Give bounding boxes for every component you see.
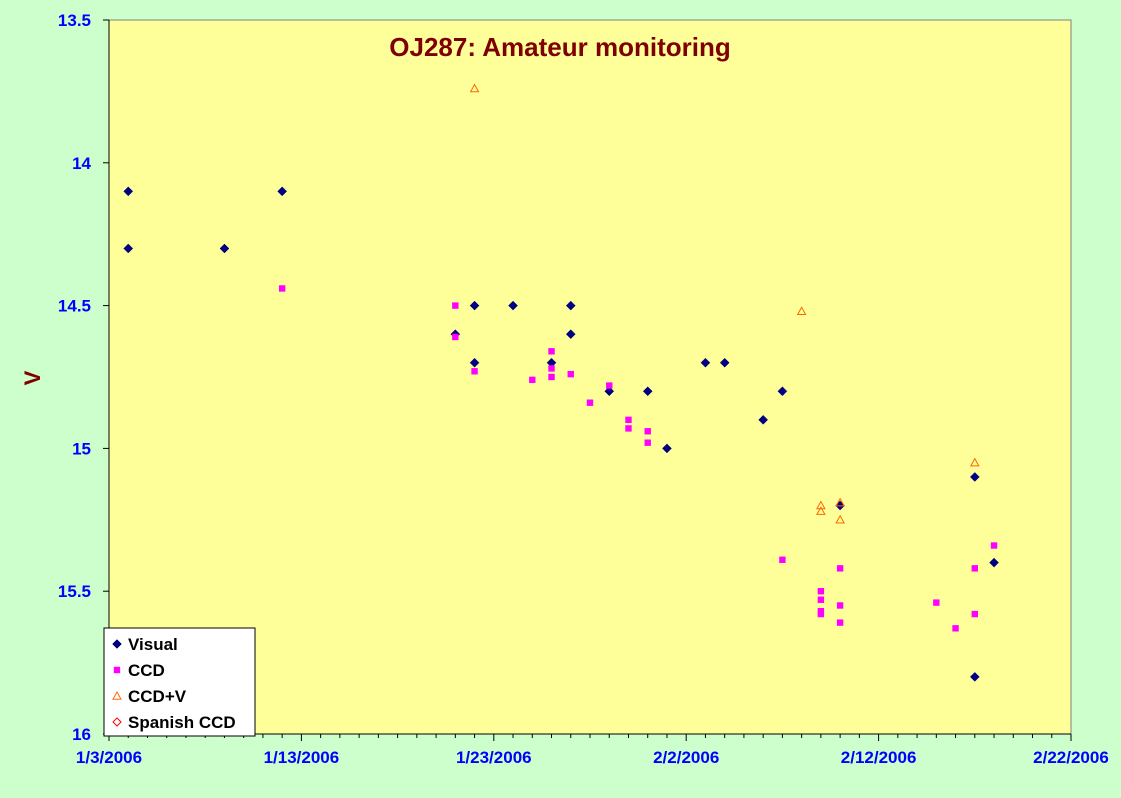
data-point	[469, 357, 480, 368]
data-point	[816, 506, 826, 515]
y-tick-label: 16	[72, 725, 91, 744]
data-point	[835, 514, 845, 524]
y-tick-label: 15	[72, 439, 91, 458]
data-point	[817, 588, 825, 595]
legend-label-ccd: CCD	[128, 661, 165, 680]
data-point	[662, 443, 672, 454]
data-point	[123, 243, 134, 254]
data-point	[758, 414, 769, 425]
legend-marker-visual	[112, 639, 122, 649]
y-axis: 13.5 14 14.5 15 15.5 16	[58, 11, 110, 744]
data-point	[625, 425, 632, 432]
data-point	[835, 497, 845, 507]
data-point	[969, 472, 980, 482]
data-point	[836, 602, 844, 609]
x-tick-label: 2/22/2006	[1033, 748, 1109, 767]
legend-marker-spanish-ccd	[112, 717, 122, 727]
x-axis: 1/3/2006 1/13/2006 1/23/2006 2/2/2006 2/12/2…	[76, 733, 1109, 767]
data-point	[971, 565, 978, 572]
data-point	[817, 596, 825, 603]
data-point	[606, 382, 613, 389]
y-tick-label: 14	[72, 154, 91, 173]
data-point	[586, 399, 594, 406]
data-marks	[123, 83, 999, 682]
data-point	[644, 439, 651, 446]
legend-box	[103, 627, 256, 737]
x-tick-label: 1/13/2006	[264, 748, 340, 767]
data-point	[529, 376, 536, 384]
data-point	[836, 619, 844, 626]
data-point	[471, 368, 478, 375]
data-point	[508, 300, 518, 311]
data-point	[625, 416, 632, 424]
data-point	[565, 300, 576, 311]
data-point	[700, 357, 711, 368]
legend-label-ccd-v: CCD+V	[128, 687, 187, 706]
data-point	[642, 386, 653, 397]
data-point	[816, 500, 826, 510]
data-point	[123, 186, 134, 197]
data-point	[452, 302, 459, 309]
legend-label-spanish-ccd: Spanish CCD	[128, 713, 236, 732]
x-tick-label: 1/3/2006	[76, 748, 142, 767]
x-tick-label: 2/2/2006	[653, 748, 719, 767]
data-point	[452, 333, 459, 341]
data-point	[567, 370, 574, 378]
series-ccd	[278, 285, 998, 632]
series-visual	[123, 186, 999, 682]
data-point	[277, 186, 288, 197]
data-point	[779, 556, 786, 563]
data-point	[548, 373, 555, 381]
x-tick-label: 2/12/2006	[841, 748, 917, 767]
data-point	[933, 599, 940, 606]
y-tick-label: 14.5	[58, 297, 91, 316]
data-point	[952, 625, 959, 632]
data-point	[817, 610, 825, 618]
legend-marker-ccd-v	[112, 690, 122, 700]
data-point	[548, 348, 555, 355]
legend-label-visual: Visual	[128, 635, 178, 654]
series-ccd-v	[469, 83, 980, 524]
data-point	[971, 610, 978, 618]
data-point	[604, 386, 615, 397]
data-point	[969, 672, 980, 682]
data-point	[565, 329, 576, 340]
data-point	[990, 542, 998, 549]
y-axis-label: V	[20, 370, 45, 385]
legend: Visual CCD CCD+V Spanish CCD	[103, 627, 256, 737]
data-point	[644, 428, 651, 435]
plot-area	[108, 19, 1072, 735]
data-point	[796, 306, 807, 316]
data-point	[278, 285, 286, 292]
x-tick-label: 1/23/2006	[456, 748, 532, 767]
data-point	[469, 83, 480, 93]
data-point	[989, 557, 999, 568]
data-point	[219, 243, 230, 254]
data-point	[777, 386, 788, 397]
y-tick-label: 15.5	[58, 582, 91, 601]
legend-marker-ccd	[113, 666, 121, 674]
data-point	[969, 457, 980, 467]
data-point	[469, 300, 480, 311]
data-point	[719, 357, 730, 368]
data-point	[548, 365, 555, 372]
y-tick-label: 13.5	[58, 11, 91, 30]
chart-title: OJ287: Amateur monitoring	[389, 32, 730, 62]
data-point	[836, 565, 844, 572]
